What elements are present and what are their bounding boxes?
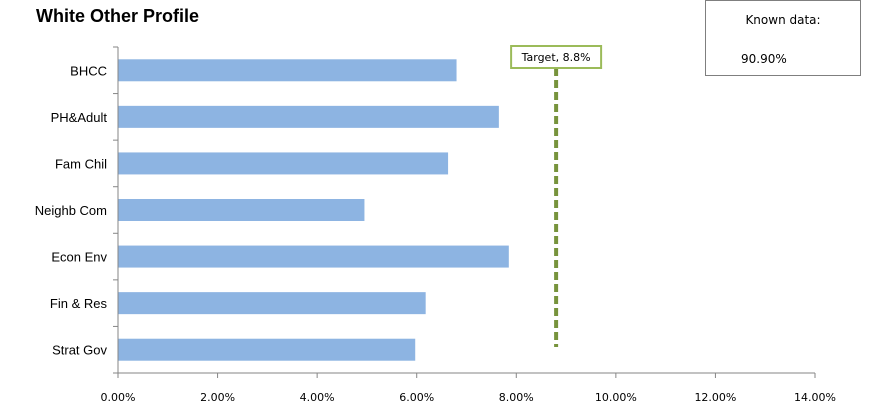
bar-bhcc <box>118 59 457 82</box>
x-tick-label: 6.00% <box>399 391 434 404</box>
known-data-box: Known data: 90.90% <box>705 0 861 76</box>
x-tick-label: 12.00% <box>694 391 736 404</box>
x-tick-label: 4.00% <box>300 391 335 404</box>
x-tick-label: 8.00% <box>499 391 534 404</box>
chart-title: White Other Profile <box>36 6 200 26</box>
x-tick-label: 10.00% <box>595 391 637 404</box>
x-tick-label: 2.00% <box>200 391 235 404</box>
category-label: Strat Gov <box>52 343 107 358</box>
category-label: Fam Chil <box>55 156 107 171</box>
bar-fam-chil <box>118 152 449 175</box>
bar-neighb-com <box>118 199 365 221</box>
target-label-box <box>510 45 603 69</box>
bar-ph-adult <box>118 105 499 128</box>
category-label: Fin & Res <box>50 296 108 311</box>
x-tick-label: 0.00% <box>101 391 136 404</box>
category-label: Neighb Com <box>35 203 107 218</box>
bar-econ-env <box>118 245 509 268</box>
category-label: BHCC <box>70 63 107 78</box>
bar-fin-res <box>118 292 426 315</box>
category-label: PH&Adult <box>51 110 108 125</box>
bar-strat-gov <box>118 338 416 361</box>
x-tick-label: 14.00% <box>794 391 836 404</box>
known-data-label: Known data: <box>745 13 821 27</box>
category-label: Econ Env <box>51 250 107 265</box>
known-data-value: 90.90% <box>741 52 787 66</box>
target-label: Target, 8.8% <box>521 51 591 64</box>
